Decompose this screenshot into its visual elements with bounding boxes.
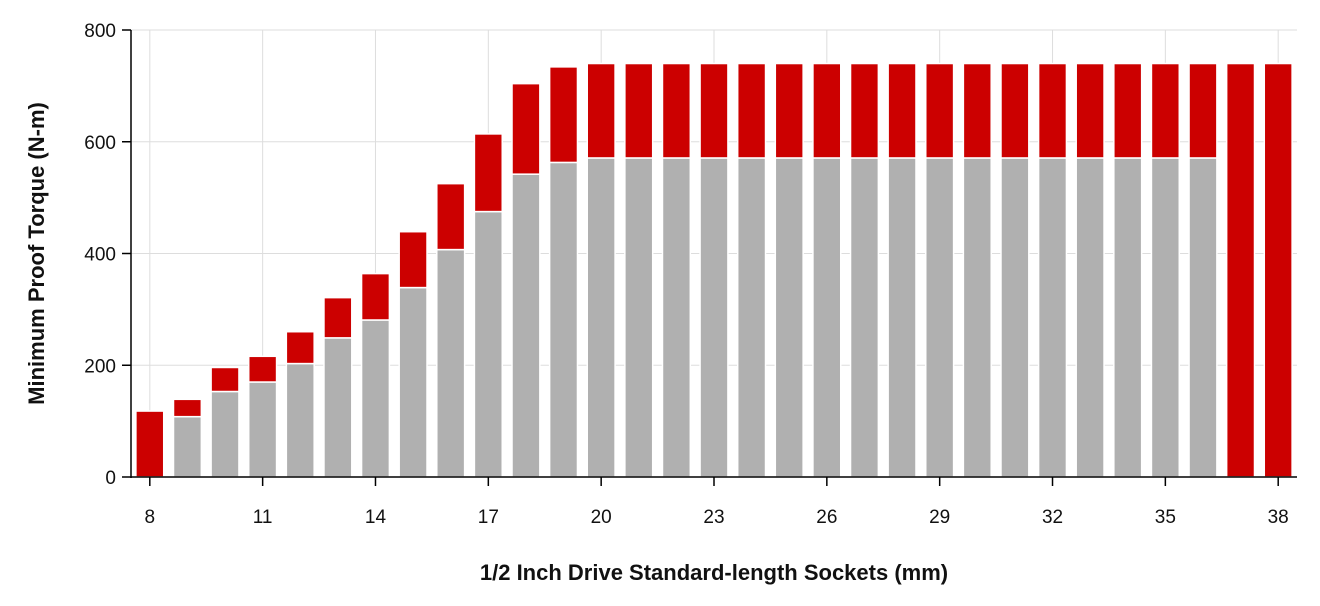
bar-segment-lower [661, 157, 692, 478]
bar-segment-lower [172, 415, 203, 478]
bar-segment-lower [360, 319, 391, 478]
bar-segment-upper [285, 330, 315, 365]
bar-segment-upper [1263, 62, 1293, 478]
x-tick-label: 29 [929, 507, 950, 528]
bar-segment-upper [247, 355, 278, 383]
bar-segment-upper [925, 62, 955, 159]
x-tick-label: 26 [816, 507, 837, 528]
bar-segment-upper [398, 230, 428, 289]
bar-segment-upper [1000, 62, 1030, 159]
bar-segment-lower [247, 381, 278, 478]
bar-segment-lower [1037, 157, 1068, 478]
bar-segment-upper [323, 296, 353, 339]
x-tick-label: 17 [478, 507, 499, 528]
bar-segment-upper [812, 62, 842, 159]
y-axis-title: Minimum Proof Torque (N-m) [24, 102, 49, 405]
x-tick-label: 20 [591, 507, 612, 528]
tick-labels: 0 200 400 600 800 8 11 14 17 20 23 26 29 32 35 38 [84, 21, 1288, 528]
bar-segment-lower [887, 157, 917, 478]
bar-segment-lower [586, 157, 616, 478]
bar-segment-upper [624, 62, 654, 159]
bar-segment-lower [511, 173, 541, 478]
x-axis-title: 1/2 Inch Drive Standard-length Sockets (… [480, 560, 948, 585]
bar-segment-upper [586, 62, 616, 159]
y-tick-label: 600 [84, 133, 116, 154]
bar-segment-upper [1113, 62, 1143, 159]
bar-segment-lower [398, 286, 428, 478]
bar-segment-lower [624, 157, 654, 478]
bar-segment-upper [548, 66, 579, 164]
bar-segment-upper [360, 272, 391, 321]
bar-segment-upper [774, 62, 804, 159]
bar-segment-lower [699, 157, 729, 478]
bar-segment-lower [210, 390, 240, 478]
bar-segment-upper [699, 62, 729, 159]
bar-segment-lower [1113, 157, 1143, 478]
bar-segment-lower [473, 210, 503, 478]
bar-segment-lower [849, 157, 880, 478]
bar-segment-lower [774, 157, 804, 478]
bar-segment-upper [511, 82, 541, 175]
bar-segment-upper [736, 62, 767, 159]
bar-segment-lower [1150, 157, 1181, 478]
x-tick-label: 11 [253, 507, 273, 528]
bar-segment-upper [210, 366, 240, 393]
bars [135, 62, 1293, 478]
bar-segment-upper [1075, 62, 1105, 159]
bar-segment-upper [436, 182, 466, 251]
bar-segment-upper [135, 410, 165, 478]
x-tick-label: 23 [703, 507, 724, 528]
y-tick-label: 400 [84, 245, 116, 266]
bar-segment-lower [1075, 157, 1105, 478]
bar-segment-lower [285, 362, 315, 478]
x-tick-label: 8 [145, 507, 156, 528]
bar-segment-upper [887, 62, 917, 159]
bar-segment-lower [323, 337, 353, 478]
y-tick-label: 0 [105, 468, 116, 489]
bar-segment-lower [925, 157, 955, 478]
bar-segment-upper [661, 62, 692, 159]
bar-segment-upper [849, 62, 880, 159]
bar-segment-lower [812, 157, 842, 478]
x-tick-label: 32 [1042, 507, 1063, 528]
bar-segment-lower [1188, 157, 1218, 478]
bar-segment-upper [172, 398, 203, 418]
x-tick-label: 14 [365, 507, 387, 528]
x-tick-label: 35 [1155, 507, 1176, 528]
bar-segment-upper [1037, 62, 1068, 159]
bar-segment-upper [473, 133, 503, 213]
bar-segment-lower [548, 161, 579, 478]
y-tick-label: 200 [84, 356, 116, 377]
bar-segment-lower [962, 157, 992, 478]
bar-segment-upper [962, 62, 992, 159]
bar-segment-upper [1188, 62, 1218, 159]
bar-segment-lower [736, 157, 767, 478]
axes [122, 29, 1297, 486]
bar-segment-lower [436, 248, 466, 478]
bar-segment-upper [1225, 62, 1256, 478]
y-tick-label: 800 [84, 21, 116, 42]
bar-segment-upper [1150, 62, 1181, 159]
bar-segment-lower [1000, 157, 1030, 478]
x-tick-label: 38 [1268, 507, 1289, 528]
